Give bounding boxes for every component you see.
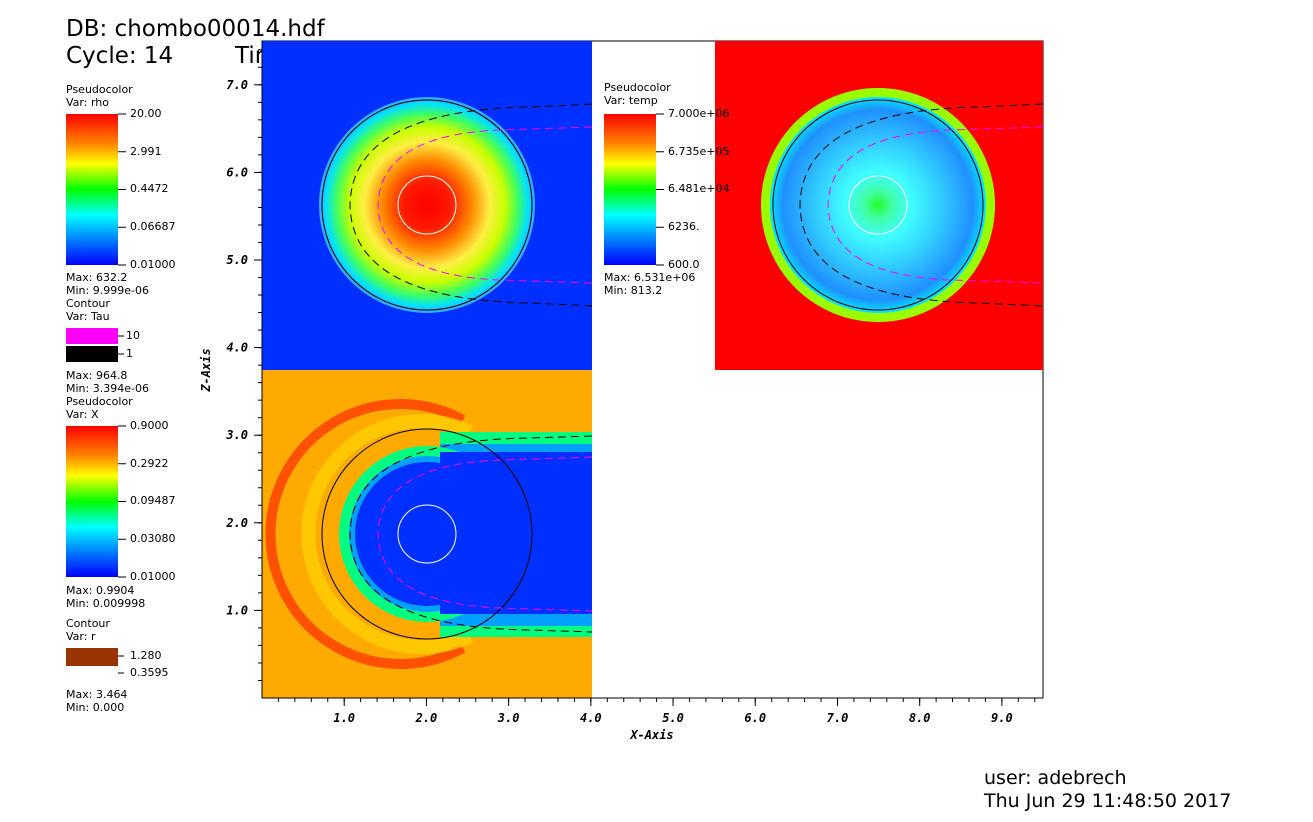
- panel-temp: [715, 41, 1043, 370]
- panel-x-shell: [301, 414, 473, 654]
- legend-temp-graphic: [604, 113, 664, 266]
- legend-tau-swatch-10: [66, 328, 118, 344]
- cycle-label: Cycle: 14: [66, 43, 174, 69]
- legend-temp-tick-1: 6.735e+05: [668, 145, 730, 158]
- x-tick-label: 2.0: [415, 711, 438, 725]
- contour-r-outer-temp: [772, 99, 984, 311]
- x-axis-ticks: 1.0 2.0 3.0 4.0 5.0 6.0 7.0 8.0 9.0: [277, 698, 1036, 725]
- contour-r-inner-x: [397, 504, 457, 564]
- panel-x-shock-front: [265, 399, 466, 669]
- x-axis-label: X-Axis: [629, 728, 673, 742]
- contour-r-outer-rho: [321, 99, 533, 311]
- x-tick-label: 6.0: [744, 711, 766, 725]
- contour-tau1-temp: [799, 103, 1044, 307]
- legend-r-max: Max: 3.464: [66, 688, 128, 701]
- z-tick-label: 2.0: [225, 516, 248, 530]
- legend-rho-tick-0: 20.00: [130, 107, 162, 120]
- contour-r-outer-x: [321, 428, 533, 640]
- legend-rho-max: Max: 632.2: [66, 271, 128, 284]
- legend-temp-tick-3: 6236.: [668, 220, 700, 233]
- legend-temp-tick-0: 7.000e+06: [668, 107, 730, 120]
- legend-r-level-low: 0.3595: [130, 666, 169, 679]
- panel-temp-blob: [770, 97, 986, 313]
- legend-rho-colorbar: [66, 114, 118, 265]
- contours: [321, 99, 1044, 640]
- legend-tau-level-10: 10: [126, 329, 140, 342]
- timestamp-label: Thu Jun 29 11:48:50 2017: [984, 790, 1232, 812]
- legend-rho-var: Var: rho: [66, 96, 109, 109]
- x-tick-label: 8.0: [909, 711, 931, 725]
- legend-x-tick-0: 0.9000: [130, 419, 169, 432]
- legend-x-tick-4: 0.01000: [130, 570, 176, 583]
- legend-x-min: Min: 0.009998: [66, 597, 146, 610]
- contour-r-inner-rho: [397, 175, 457, 235]
- x-tick-label: 9.0: [991, 711, 1013, 725]
- z-tick-label: 4.0: [226, 341, 248, 355]
- legend-temp-tick-4: 600.0: [668, 258, 700, 271]
- panel-rho-blob: [319, 97, 535, 313]
- legend-rho-graphic: [66, 113, 126, 266]
- x-tick-label: 1.0: [333, 711, 355, 725]
- contour-tau10-x: [377, 456, 593, 612]
- contour-tau1-x: [349, 435, 593, 633]
- user-label: user: adebrech: [984, 767, 1127, 789]
- legend-rho-title: Pseudocolor: [66, 83, 133, 96]
- legend-tau-max: Max: 964.8: [66, 369, 128, 382]
- legend-temp-title: Pseudocolor: [604, 81, 671, 94]
- legend-r-level-high: 1.280: [130, 649, 162, 662]
- x-tick-label: 5.0: [662, 711, 684, 725]
- legend-temp-min: Min: 813.2: [604, 284, 663, 297]
- panel-x-core: [355, 462, 499, 606]
- contour-tau10-temp: [827, 126, 1044, 284]
- x-tick-label: 3.0: [497, 711, 520, 725]
- axes: 1.0 2.0 3.0 4.0 5.0 6.0 7.0 8.0 9.0 1.0 2.0 3.0 4.0…: [199, 41, 1043, 742]
- legend-tau-title: Contour: [66, 297, 110, 310]
- legend-tau-swatch-1: [66, 346, 118, 362]
- legend-temp-var: Var: temp: [604, 94, 658, 107]
- panel-x: [262, 370, 592, 698]
- z-tick-label: 1.0: [226, 603, 248, 617]
- legend-rho-tick-2: 0.4472: [130, 182, 169, 195]
- contour-r-inner-temp: [848, 175, 908, 235]
- legend-rho-tick-1: 2.991: [130, 145, 162, 158]
- z-axis-label: Z-Axis: [199, 348, 213, 392]
- z-tick-label: 3.0: [225, 428, 248, 442]
- legend-r-var: Var: r: [66, 630, 96, 643]
- legend-x-max: Max: 0.9904: [66, 584, 135, 597]
- legend-rho-tick-4: 0.01000: [130, 258, 176, 271]
- z-tick-label: 5.0: [226, 253, 248, 267]
- legend-temp-colorbar: [604, 114, 656, 265]
- legend-tau-var: Var: Tau: [66, 310, 110, 323]
- legend-r-min: Min: 0.000: [66, 701, 125, 714]
- z-axis-ticks: 1.0 2.0 3.0 4.0 5.0 6.0 7.0: [225, 49, 262, 681]
- legend-rho-min: Min: 9.999e-06: [66, 284, 149, 297]
- panel-rho: [262, 41, 592, 370]
- legend-x-title: Pseudocolor: [66, 395, 133, 408]
- legend-r-swatch: [66, 648, 118, 666]
- x-tick-label: 7.0: [827, 711, 849, 725]
- x-tick-label: 4.0: [580, 711, 602, 725]
- legend-x-tick-1: 0.2922: [130, 457, 169, 470]
- legend-r-title: Contour: [66, 617, 110, 630]
- legend-r-graphic: [66, 648, 124, 674]
- legend-temp-max: Max: 6.531e+06: [604, 271, 696, 284]
- contour-tau10-rho: [377, 126, 593, 284]
- legend-x-graphic: [66, 425, 126, 578]
- contour-tau1-rho: [349, 103, 593, 307]
- legend-x-tick-2: 0.09487: [130, 494, 176, 507]
- legend-x-colorbar: [66, 426, 118, 577]
- legend-tau-min: Min: 3.394e-06: [66, 382, 149, 395]
- legend-temp-tick-2: 6.481e+04: [668, 182, 730, 195]
- legend-x-tick-3: 0.03080: [130, 532, 176, 545]
- z-tick-label: 6.0: [226, 165, 248, 179]
- legend-tau-level-1: 1: [126, 347, 133, 360]
- legend-tau-graphic: [66, 328, 124, 362]
- legend-rho-tick-3: 0.06687: [130, 220, 176, 233]
- database-label: DB: chombo00014.hdf: [66, 16, 325, 42]
- z-tick-label: 7.0: [226, 78, 248, 92]
- legend-x-var: Var: X: [66, 408, 99, 421]
